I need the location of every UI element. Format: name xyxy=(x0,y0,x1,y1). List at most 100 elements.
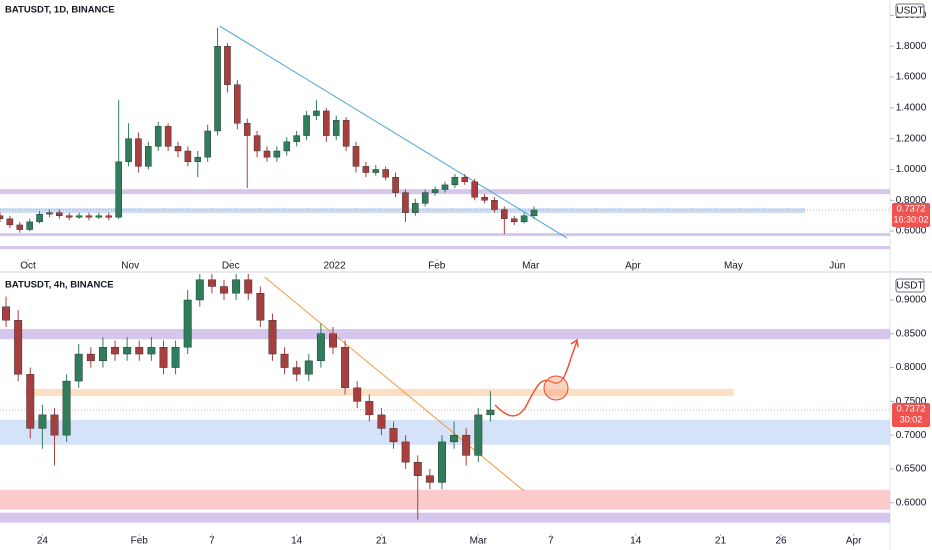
candle-body xyxy=(316,333,325,362)
candle-body xyxy=(323,110,330,136)
candle-body xyxy=(425,475,434,483)
candle-body xyxy=(441,184,449,190)
arrow-head xyxy=(570,338,579,348)
x-tick-label: 7 xyxy=(548,536,554,547)
countdown: 16:30:02 xyxy=(893,214,928,224)
zone xyxy=(0,419,890,445)
candle-body xyxy=(16,224,24,230)
y-tick-label: 0.6000 xyxy=(896,497,927,508)
pane xyxy=(0,25,890,250)
chart-title: BATUSDT, 1D, BINANCE xyxy=(5,5,115,16)
candle-body xyxy=(332,119,340,136)
candle-body xyxy=(256,293,265,321)
candle-body xyxy=(135,138,142,167)
y-tick-label: 0.8000 xyxy=(896,362,927,373)
candle-body xyxy=(2,306,11,321)
candle-body xyxy=(372,169,380,173)
zone xyxy=(0,246,890,250)
trendline xyxy=(219,25,568,239)
candle-body xyxy=(402,192,409,213)
candle-body xyxy=(438,441,446,483)
candle-body xyxy=(204,130,211,158)
candle-body xyxy=(85,215,93,218)
candle-body xyxy=(341,347,350,389)
y-tick-label: 0.7500 xyxy=(896,396,927,407)
candle-body xyxy=(244,279,253,294)
candle-body xyxy=(486,409,495,416)
candle-body xyxy=(38,414,47,429)
target-circle xyxy=(543,375,569,401)
candle-body xyxy=(98,347,107,362)
candle-body xyxy=(232,279,241,294)
candle-body xyxy=(14,320,23,375)
candle-body xyxy=(491,200,498,210)
y-tick-label: 1.8000 xyxy=(896,41,927,52)
x-tick-label: Oct xyxy=(20,261,36,272)
x-tick-label: 14 xyxy=(291,536,303,547)
candle-body xyxy=(243,123,251,136)
zone xyxy=(0,329,890,340)
candle-body xyxy=(214,46,221,132)
candle-body xyxy=(125,138,132,162)
candle-body xyxy=(461,176,469,183)
candle-body xyxy=(62,380,71,436)
y-tick-label: 0.6000 xyxy=(896,226,927,237)
candle-body xyxy=(174,146,182,152)
candle-body xyxy=(389,428,398,443)
candle-body xyxy=(184,150,192,162)
candle-body xyxy=(50,414,59,436)
y-tick-label: 0.8500 xyxy=(896,328,927,339)
candle-body xyxy=(147,347,156,355)
candle-body xyxy=(365,401,374,416)
currency-badge xyxy=(895,278,925,293)
candle-body xyxy=(0,215,4,219)
candle-body xyxy=(159,347,168,368)
candle-body xyxy=(268,320,277,355)
zone xyxy=(25,388,734,396)
candle-body xyxy=(412,203,419,213)
x-tick-label: 26 xyxy=(775,536,787,547)
x-tick-label: Feb xyxy=(131,536,149,547)
candle-body xyxy=(171,347,180,368)
candle-body xyxy=(392,176,399,193)
currency-label: USDT xyxy=(896,281,923,292)
candle-body xyxy=(293,135,300,142)
candle-body xyxy=(111,347,119,355)
candle-body xyxy=(145,146,152,167)
candle-body xyxy=(401,441,410,463)
candle-body xyxy=(234,84,241,124)
zone xyxy=(0,489,890,510)
candle-body xyxy=(164,126,172,147)
candle-body xyxy=(183,299,192,348)
price-badge xyxy=(892,403,930,427)
y-tick-label: 1.0000 xyxy=(896,164,927,175)
x-tick-label: Mar xyxy=(470,536,488,547)
candle-body xyxy=(224,46,231,85)
candle-body xyxy=(520,215,528,223)
y-tick-label: 0.7000 xyxy=(896,430,927,441)
candle-body xyxy=(353,387,362,402)
candle-body xyxy=(26,374,35,429)
currency-label: USDT xyxy=(896,6,923,17)
candle-body xyxy=(280,353,289,368)
candle-body xyxy=(115,161,122,218)
projection-arrow xyxy=(494,340,578,417)
candle-body xyxy=(421,192,429,204)
trendline xyxy=(264,276,525,492)
currency-badge xyxy=(895,3,925,18)
x-tick-label: Dec xyxy=(222,261,240,272)
candle-body xyxy=(46,212,53,215)
candle-body xyxy=(501,209,508,219)
candle-body xyxy=(6,218,14,226)
candle-body xyxy=(474,414,483,456)
candle-body xyxy=(362,166,370,173)
x-tick-label: Nov xyxy=(121,261,139,272)
candle-body xyxy=(283,141,291,152)
x-tick-label: 21 xyxy=(376,536,388,547)
candle-body xyxy=(510,218,518,223)
x-tick-label: 24 xyxy=(37,536,49,547)
candle-body xyxy=(123,347,132,355)
candle-body xyxy=(105,215,113,218)
x-tick-label: 21 xyxy=(715,536,727,547)
